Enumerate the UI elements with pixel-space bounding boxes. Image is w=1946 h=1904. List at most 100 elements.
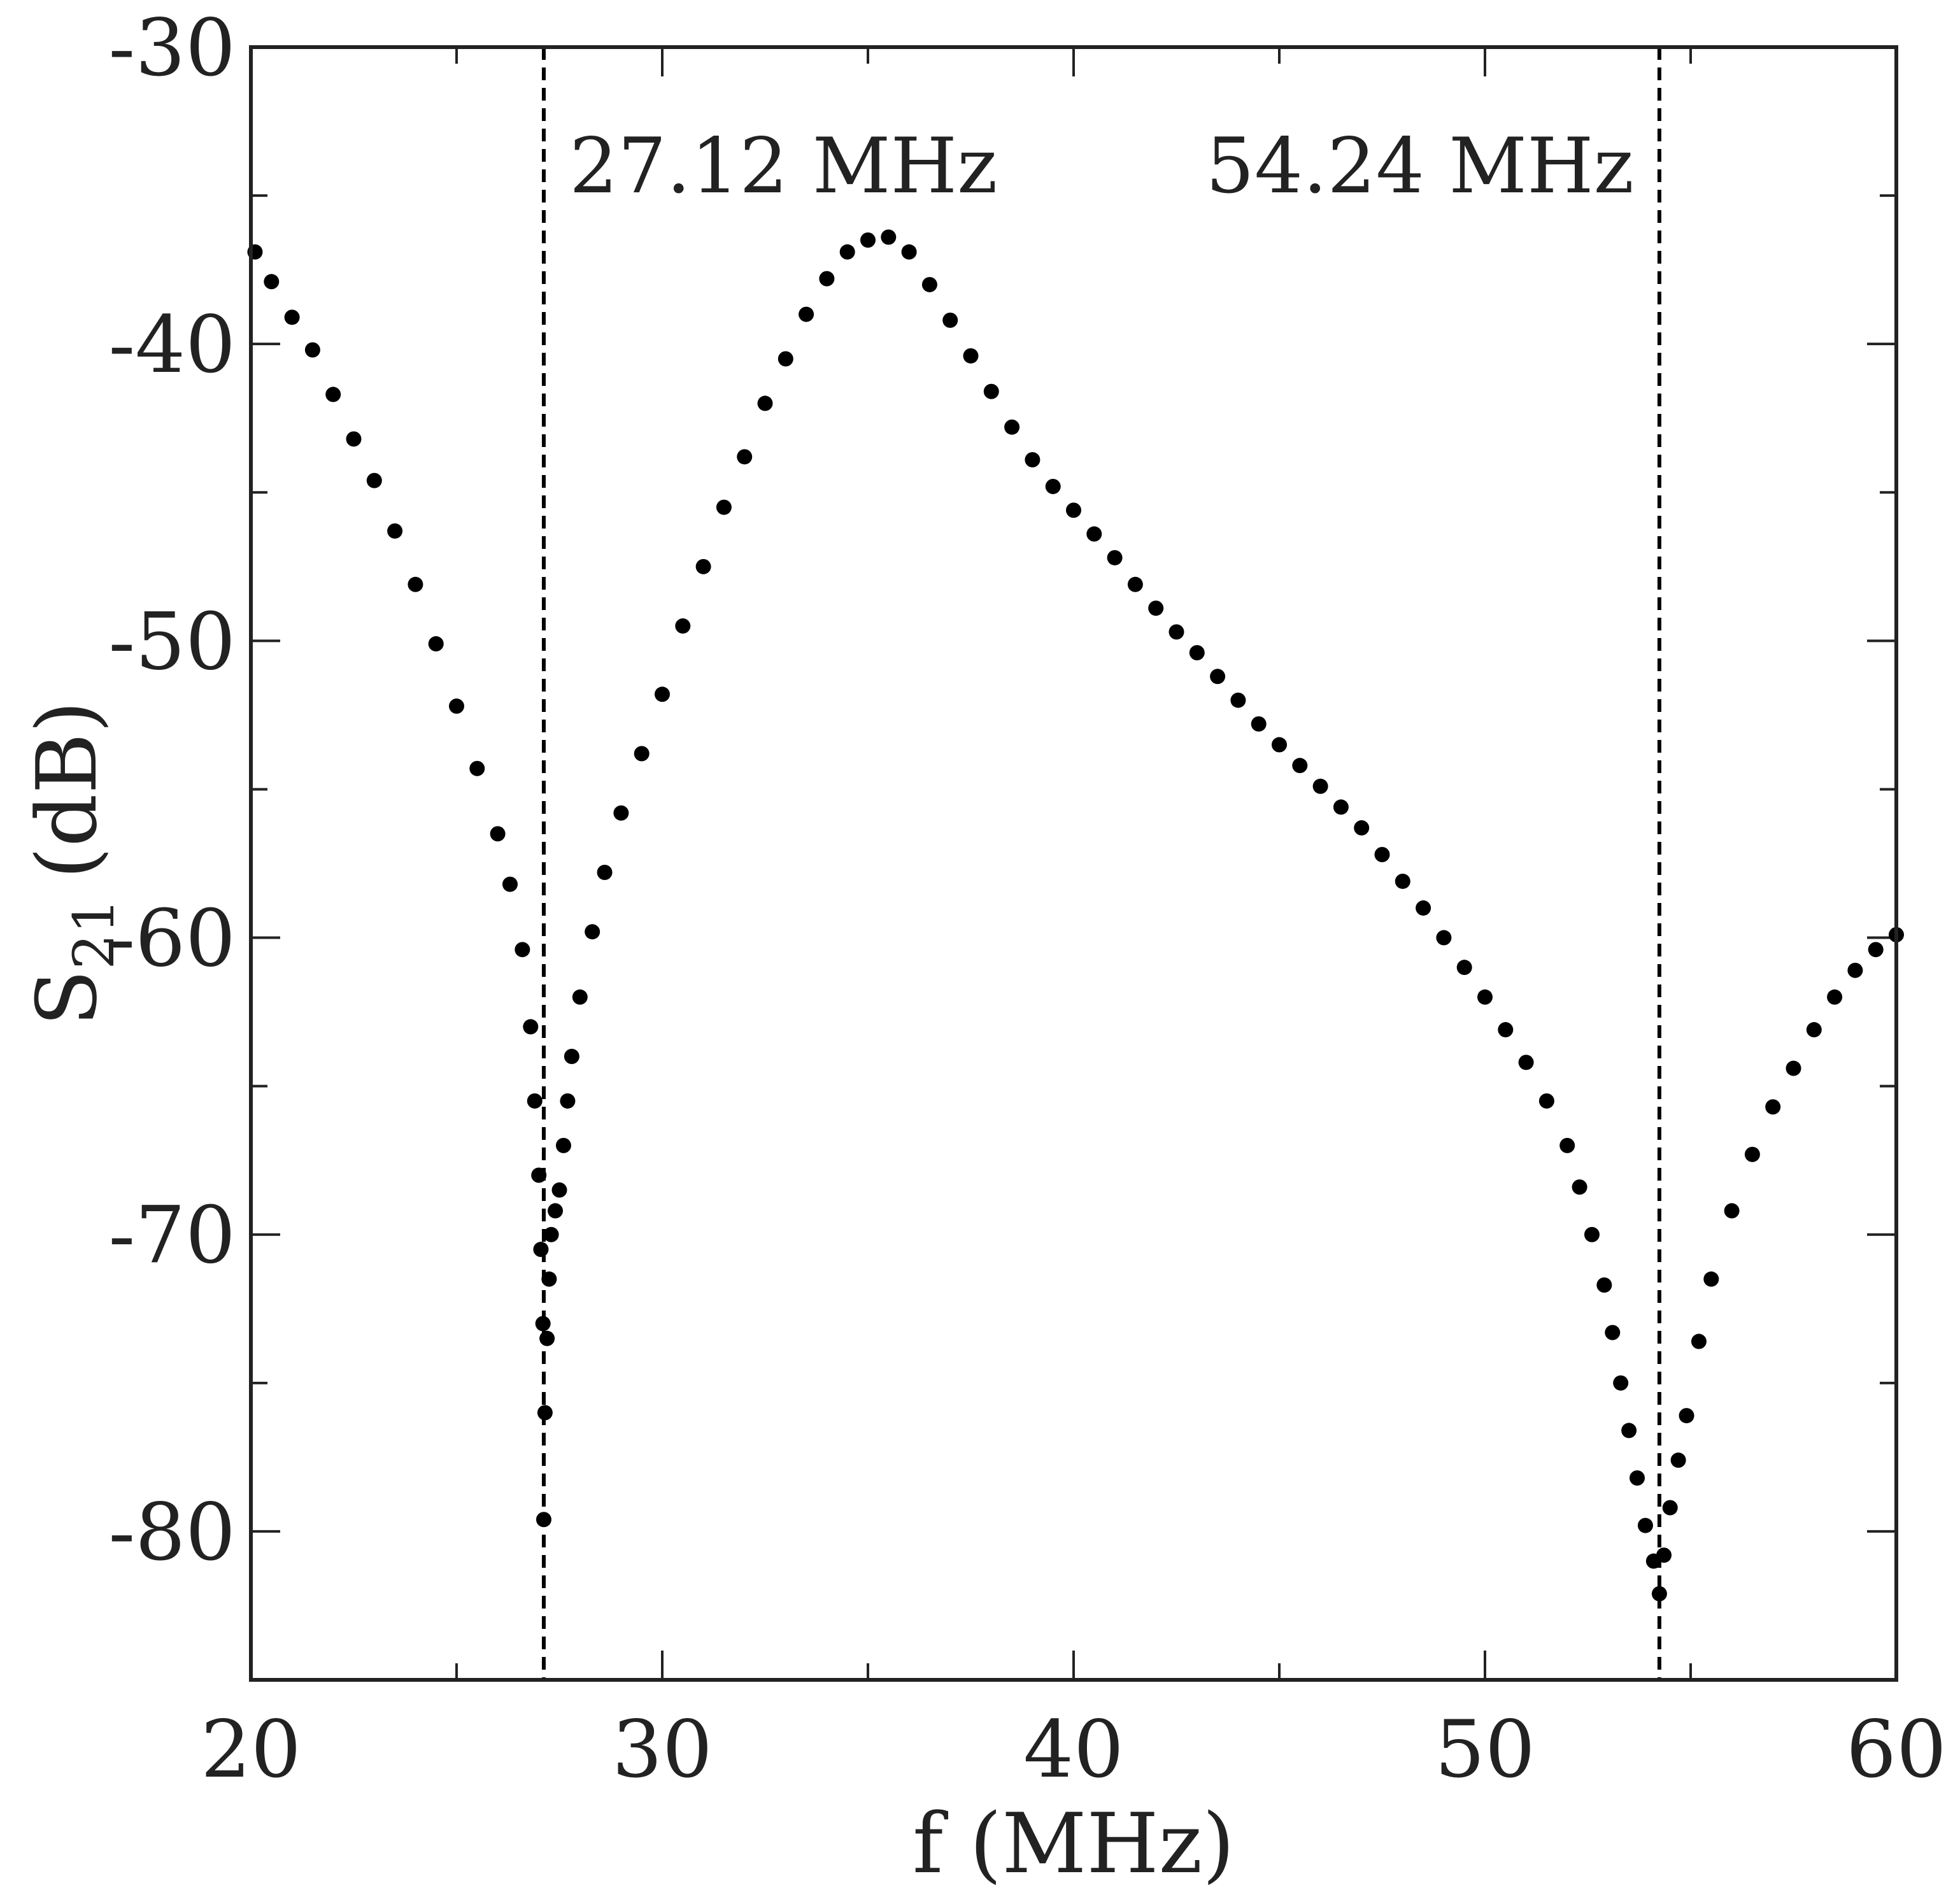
data-point — [819, 271, 835, 287]
annotations: 27.12 MHz 54.24 MHz — [569, 122, 1634, 211]
data-point — [1613, 1375, 1629, 1391]
data-point — [1086, 526, 1102, 542]
data-point — [983, 383, 999, 399]
data-point — [564, 1049, 579, 1065]
data-point — [536, 1512, 551, 1528]
data-point — [1456, 960, 1472, 976]
data-point — [1066, 502, 1081, 518]
data-points — [247, 229, 1904, 1602]
data-point — [1354, 820, 1370, 836]
data-point — [515, 942, 530, 958]
major-ticks — [250, 46, 1898, 1680]
data-point — [757, 395, 773, 411]
minor-ticks — [251, 47, 1896, 1680]
data-point — [1416, 900, 1431, 916]
x-tick-label: 60 — [1846, 1704, 1946, 1796]
data-point — [860, 232, 876, 248]
data-point — [1679, 1408, 1694, 1424]
data-point — [304, 342, 320, 358]
data-point — [1656, 1547, 1672, 1563]
data-point — [1724, 1203, 1740, 1219]
data-point — [543, 1226, 559, 1242]
y-axis-title-main: S — [18, 970, 115, 1027]
data-point — [535, 1316, 551, 1332]
data-point — [346, 431, 362, 447]
data-point — [778, 351, 793, 367]
data-point — [533, 1242, 549, 1258]
data-point — [572, 989, 588, 1005]
data-point — [585, 924, 600, 940]
data-point — [921, 276, 937, 292]
data-point — [695, 558, 711, 574]
reference-line-label: 27.12 MHz — [569, 122, 997, 211]
data-point — [901, 244, 917, 260]
data-point — [1107, 550, 1123, 565]
y-tick-label: -60 — [108, 893, 236, 985]
data-point — [527, 1093, 543, 1109]
data-point — [839, 244, 855, 260]
data-point — [675, 618, 691, 634]
data-point — [555, 1137, 571, 1153]
x-axis-title: f (MHz) — [913, 1795, 1235, 1892]
data-point — [1662, 1500, 1678, 1516]
x-tick-labels: 20 30 40 50 60 — [201, 1704, 1946, 1796]
data-point — [408, 576, 423, 592]
data-point — [1538, 1093, 1554, 1109]
data-point — [1436, 930, 1452, 946]
y-tick-labels: -30 -40 -50 -60 -70 -80 — [108, 3, 236, 1579]
data-point — [1230, 692, 1246, 708]
data-point — [1374, 847, 1390, 863]
data-point — [1312, 778, 1328, 794]
data-point — [716, 499, 732, 515]
data-point — [1868, 942, 1884, 958]
y-tick-label: -50 — [108, 596, 236, 688]
y-axis-title: S21 (dB) — [18, 700, 127, 1026]
data-point — [537, 1405, 553, 1421]
data-point — [1251, 716, 1267, 732]
data-point — [1637, 1517, 1653, 1533]
data-point — [539, 1330, 555, 1346]
data-point — [1498, 1022, 1514, 1038]
data-point — [1045, 478, 1061, 494]
data-point — [1518, 1055, 1534, 1070]
reference-lines — [541, 47, 1661, 1680]
data-point — [1605, 1325, 1621, 1340]
data-point — [548, 1203, 564, 1219]
y-tick-label: -40 — [108, 299, 236, 391]
data-point — [1596, 1277, 1612, 1293]
data-point — [428, 636, 444, 652]
data-point — [1630, 1470, 1645, 1486]
data-point — [634, 746, 650, 762]
data-point — [1025, 451, 1040, 467]
data-point — [1744, 1146, 1760, 1162]
x-tick-label: 50 — [1435, 1704, 1535, 1796]
data-point — [490, 826, 506, 842]
data-point — [325, 387, 341, 402]
data-point — [1148, 600, 1164, 616]
data-point — [799, 306, 814, 322]
data-point — [1292, 758, 1308, 774]
data-point — [1559, 1137, 1575, 1153]
data-point — [469, 760, 485, 776]
y-tick-label: -80 — [108, 1487, 236, 1579]
data-point — [264, 274, 280, 290]
data-point — [1333, 799, 1349, 815]
data-point — [1477, 989, 1493, 1005]
data-point — [1847, 962, 1863, 978]
data-point — [1572, 1179, 1587, 1195]
data-point — [881, 229, 897, 245]
data-point — [449, 698, 464, 714]
data-point — [1395, 873, 1410, 889]
data-point — [1004, 419, 1020, 435]
data-point — [523, 1019, 539, 1035]
data-point — [1703, 1271, 1719, 1287]
data-point — [1651, 1586, 1667, 1602]
data-point — [942, 312, 958, 328]
y-tick-label: -70 — [108, 1190, 236, 1282]
data-point — [366, 472, 382, 488]
x-tick-label: 20 — [201, 1704, 301, 1796]
data-point — [541, 1271, 557, 1287]
reference-line-label: 54.24 MHz — [1205, 122, 1633, 211]
data-point — [1806, 1022, 1822, 1038]
